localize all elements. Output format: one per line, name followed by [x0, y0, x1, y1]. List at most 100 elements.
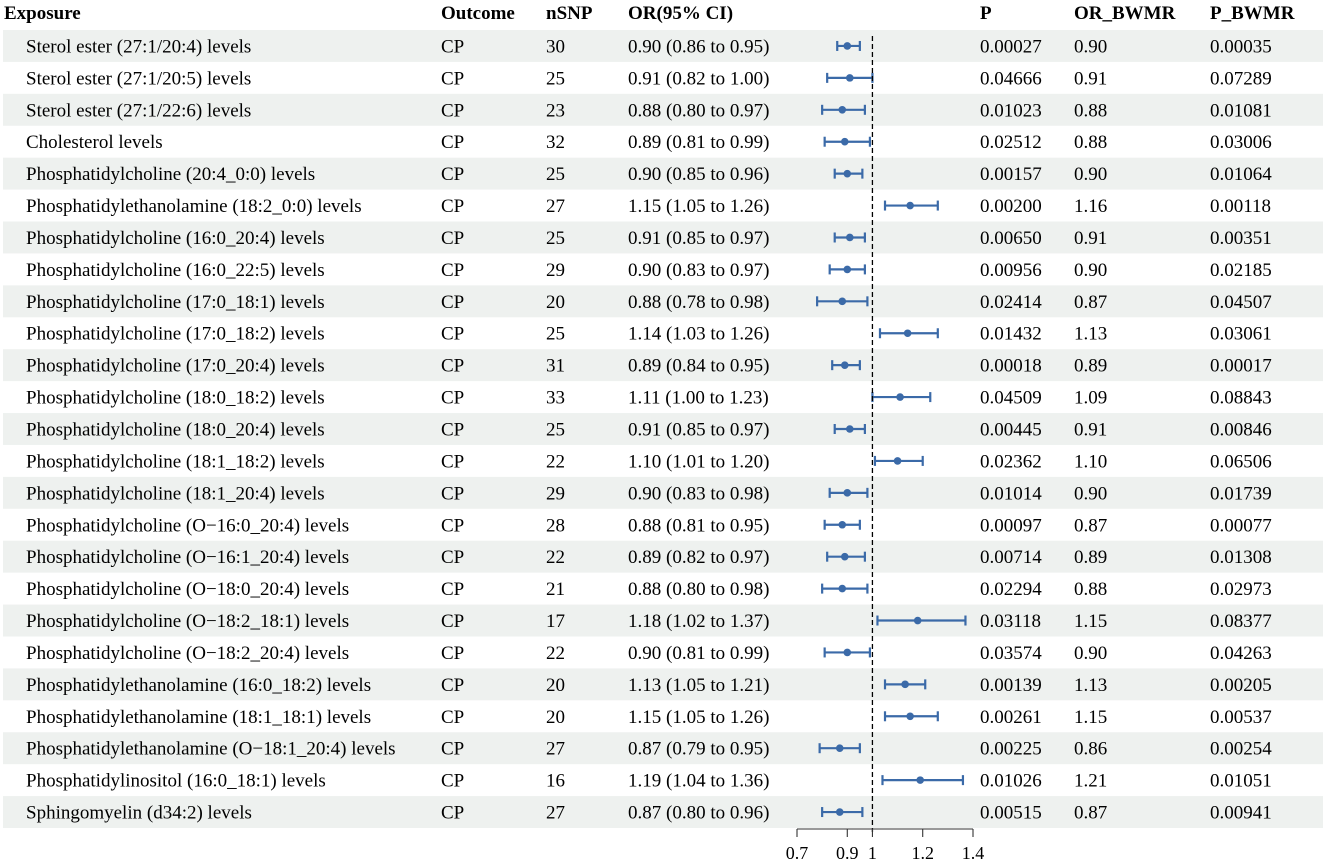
exposure-cell: Phosphatidylcholine (18:1_18:2) levels	[26, 451, 325, 472]
table-row: Sterol ester (27:1/20:5) levels CP 25 0.91 …	[26, 68, 1272, 89]
point-estimate	[835, 808, 844, 816]
or-ci-cell: 0.90 (0.83 to 0.98)	[628, 483, 769, 504]
table-row: Sterol ester (27:1/20:4) levels CP 30 0.90 …	[26, 36, 1272, 57]
point-estimate	[903, 329, 912, 338]
exposure-cell: Phosphatidylcholine (17:0_20:4) levels	[26, 356, 325, 377]
or-bwmr-cell: 1.13	[1074, 675, 1107, 696]
p-cell: 0.02362	[980, 451, 1042, 472]
p-bwmr-cell: 0.01739	[1210, 483, 1272, 504]
or-ci-cell: 0.90 (0.85 to 0.96)	[628, 164, 769, 185]
nsnp-cell: 21	[546, 579, 565, 600]
row-stripe	[3, 93, 1323, 126]
point-estimate	[838, 297, 847, 306]
p-cell: 0.00714	[980, 547, 1042, 568]
p-bwmr-cell: 0.04507	[1210, 292, 1272, 313]
or-ci-cell: 0.87 (0.79 to 0.95)	[628, 739, 769, 760]
exposure-cell: Phosphatidylcholine (18:0_20:4) levels	[26, 420, 325, 441]
header-p: P	[980, 3, 992, 24]
p-cell: 0.01023	[980, 100, 1042, 121]
or-bwmr-cell: 0.88	[1074, 579, 1107, 600]
table-row: Phosphatidylcholine (18:0_20:4) levels CP…	[26, 420, 1272, 441]
outcome-cell: CP	[441, 771, 464, 792]
p-bwmr-cell: 0.08843	[1210, 388, 1272, 409]
point-estimate	[843, 265, 852, 274]
or-ci-cell: 1.15 (1.05 to 1.26)	[628, 707, 769, 728]
table-row: Phosphatidylcholine (18:1_20:4) levels CP…	[26, 483, 1272, 504]
or-ci-cell: 1.11 (1.00 to 1.23)	[628, 388, 769, 409]
outcome-cell: CP	[441, 100, 464, 121]
or-bwmr-cell: 0.90	[1074, 164, 1107, 185]
p-bwmr-cell: 0.06506	[1210, 451, 1272, 472]
p-cell: 0.00157	[980, 164, 1042, 185]
or-ci-cell: 0.88 (0.81 to 0.95)	[628, 515, 769, 536]
p-cell: 0.02294	[980, 579, 1042, 600]
p-bwmr-cell: 0.01081	[1210, 100, 1272, 121]
or-bwmr-cell: 0.91	[1074, 68, 1107, 89]
or-bwmr-cell: 1.15	[1074, 611, 1107, 632]
table-row: Phosphatidylcholine (17:0_20:4) levels CP…	[26, 356, 1272, 377]
exposure-cell: Phosphatidylcholine (O−18:0_20:4) levels	[26, 579, 349, 600]
p-bwmr-cell: 0.08377	[1210, 611, 1272, 632]
nsnp-cell: 17	[546, 611, 565, 632]
outcome-cell: CP	[441, 132, 464, 153]
p-cell: 0.04509	[980, 388, 1042, 409]
table-row: Sphingomyelin (d34:2) levels CP 27 0.87 (0.…	[26, 803, 1272, 824]
table-row: Phosphatidylcholine (O−18:0_20:4) levels…	[26, 579, 1272, 600]
outcome-cell: CP	[441, 611, 464, 632]
p-cell: 0.00445	[980, 420, 1042, 441]
or-ci-cell: 0.89 (0.82 to 0.97)	[628, 547, 769, 568]
p-bwmr-cell: 0.01064	[1210, 164, 1272, 185]
point-estimate	[840, 552, 849, 561]
p-bwmr-cell: 0.00077	[1210, 515, 1272, 536]
p-bwmr-cell: 0.00118	[1210, 196, 1271, 217]
nsnp-cell: 20	[546, 675, 565, 696]
row-stripe	[3, 476, 1323, 509]
x-tick-label: 1.4	[962, 843, 985, 863]
or-ci-cell: 1.18 (1.02 to 1.37)	[628, 611, 769, 632]
p-cell: 0.00515	[980, 803, 1042, 824]
p-cell: 0.00139	[980, 675, 1042, 696]
point-estimate	[906, 201, 914, 210]
exposure-cell: Sphingomyelin (d34:2) levels	[26, 803, 252, 824]
nsnp-cell: 22	[546, 547, 565, 568]
exposure-cell: Sterol ester (27:1/22:6) levels	[26, 100, 251, 121]
p-bwmr-cell: 0.00846	[1210, 420, 1272, 441]
point-estimate	[840, 137, 849, 146]
row-stripe	[3, 221, 1323, 254]
outcome-cell: CP	[441, 228, 464, 249]
point-estimate	[846, 74, 854, 82]
outcome-cell: CP	[441, 388, 464, 409]
p-bwmr-cell: 0.00017	[1210, 356, 1272, 377]
or-ci-cell: 0.88 (0.80 to 0.97)	[628, 100, 769, 121]
or-bwmr-cell: 0.88	[1074, 100, 1107, 121]
nsnp-cell: 25	[546, 324, 565, 345]
table-row: Phosphatidylcholine (O−16:0_20:4) levels…	[26, 515, 1272, 536]
x-axis: 0.7 0.9 1 1.2 1.4	[786, 828, 985, 863]
or-bwmr-cell: 1.13	[1074, 324, 1107, 345]
nsnp-cell: 20	[546, 292, 565, 313]
exposure-cell: Phosphatidylcholine (16:0_20:4) levels	[26, 228, 325, 249]
or-ci-cell: 1.14 (1.03 to 1.26)	[628, 324, 769, 345]
or-ci-cell: 1.13 (1.05 to 1.21)	[628, 675, 769, 696]
nsnp-cell: 22	[546, 643, 565, 664]
outcome-cell: CP	[441, 36, 464, 57]
outcome-cell: CP	[441, 739, 464, 760]
point-estimate	[843, 648, 852, 657]
point-estimate	[901, 680, 909, 689]
row-stripe	[3, 732, 1323, 765]
p-bwmr-cell: 0.03061	[1210, 324, 1272, 345]
or-ci-cell: 1.10 (1.01 to 1.20)	[628, 451, 769, 472]
nsnp-cell: 16	[546, 771, 565, 792]
or-bwmr-cell: 0.89	[1074, 547, 1107, 568]
row-stripe	[3, 285, 1323, 318]
or-ci-cell: 0.90 (0.86 to 0.95)	[628, 36, 769, 57]
outcome-cell: CP	[441, 324, 464, 345]
nsnp-cell: 30	[546, 36, 565, 57]
exposure-cell: Sterol ester (27:1/20:4) levels	[26, 36, 251, 57]
point-estimate	[840, 361, 849, 369]
or-ci-cell: 0.88 (0.78 to 0.98)	[628, 292, 769, 313]
nsnp-cell: 25	[546, 420, 565, 441]
table-row: Phosphatidylcholine (16:0_22:5) levels CP…	[26, 260, 1272, 281]
exposure-cell: Phosphatidylinositol (16:0_18:1) levels	[26, 771, 326, 792]
p-cell: 0.00018	[980, 356, 1042, 377]
